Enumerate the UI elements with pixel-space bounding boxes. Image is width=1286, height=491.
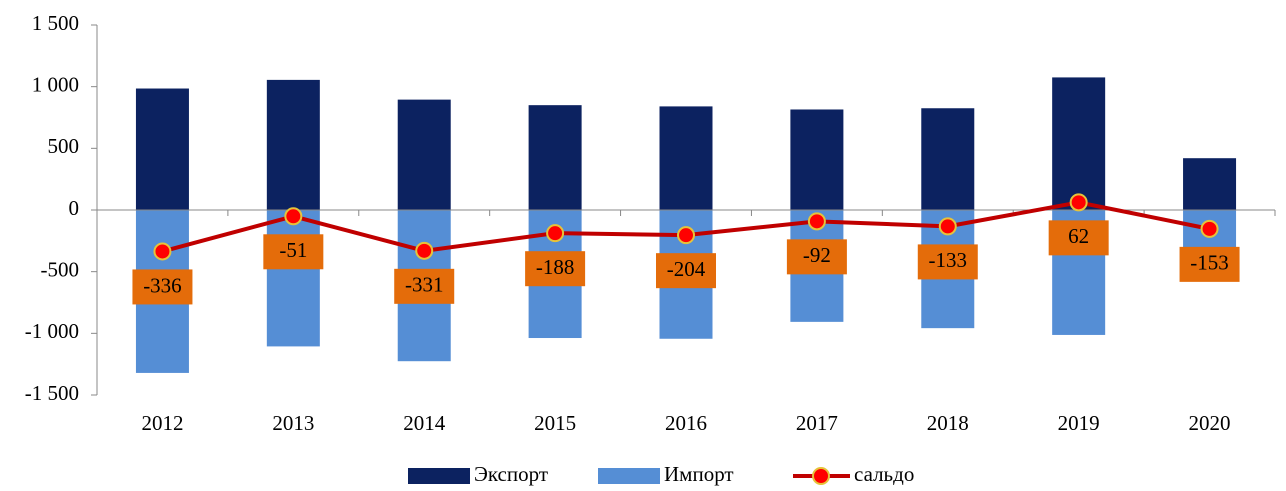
bar [135,88,189,210]
data-label-box [132,269,193,305]
y-tick-label: 1 500 [32,11,79,35]
data-label-box [917,244,978,280]
data-label: -204 [667,257,706,281]
x-tick-label: 2012 [141,411,183,435]
x-tick-label: 2016 [665,411,707,435]
legend-swatch [408,468,470,484]
x-tick-label: 2019 [1058,411,1100,435]
data-label: -153 [1190,251,1229,275]
marker [546,224,565,243]
y-tick-label: -500 [41,257,80,281]
bar [1052,77,1106,211]
data-label: -188 [536,255,575,279]
legend-marker [812,467,830,485]
bar [1183,158,1237,210]
x-tick-label: 2017 [796,411,838,435]
legend-swatch [598,468,660,484]
data-label-box [1048,220,1109,256]
x-tick-label: 2014 [403,411,446,435]
data-label: 62 [1068,224,1089,248]
x-tick-label: 2018 [927,411,969,435]
y-tick-label: -1 500 [25,381,79,405]
bar [921,108,975,210]
y-tick-label: 0 [69,196,80,220]
y-tick-label: 1 000 [32,72,79,96]
data-label: -51 [279,238,307,262]
legend-label: Экспорт [474,462,548,486]
x-tick-label: 2015 [534,411,576,435]
bar [266,79,320,210]
data-label: -92 [803,243,831,267]
data-label-box [394,268,455,304]
y-tick-label: -1 000 [25,319,79,343]
data-label-box [656,253,716,289]
marker [677,226,695,245]
data-label: -133 [929,248,968,272]
y-tick-label: 500 [48,134,80,158]
marker [153,242,172,261]
marker [1069,193,1088,212]
marker [415,241,434,260]
data-label-box [263,234,324,270]
bar [528,105,582,210]
marker [807,212,826,231]
marker [284,207,303,226]
x-tick-label: 2020 [1189,411,1231,435]
x-tick-label: 2013 [272,411,314,435]
legend-label: Импорт [664,462,734,486]
data-label-box [525,251,586,287]
data-label: -336 [143,273,182,297]
marker [1200,219,1219,238]
data-label: -331 [405,273,444,297]
bar [397,99,451,210]
data-label-box [1179,246,1240,282]
legend-label: сальдо [854,462,914,486]
data-label-box [786,239,847,275]
bar [790,109,844,210]
marker [938,217,957,236]
bar [266,210,320,347]
bar [659,106,713,210]
